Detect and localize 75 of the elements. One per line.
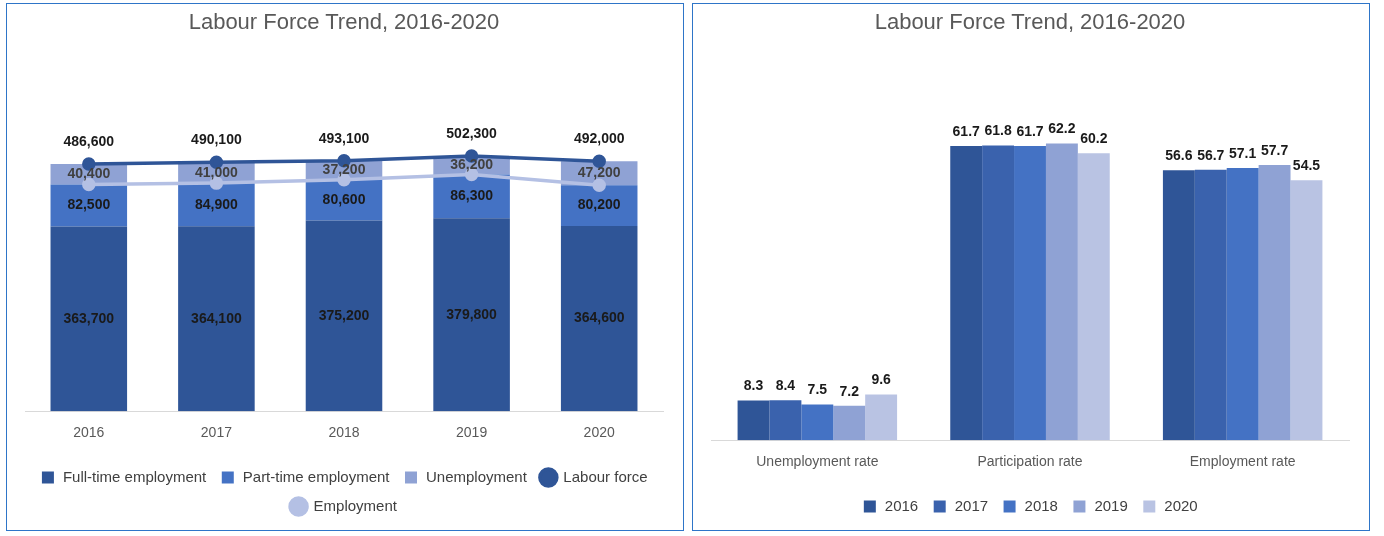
- data-label: 8.3: [743, 377, 764, 394]
- data-label: 364,600: [573, 309, 625, 326]
- data-label: 56.6: [1165, 147, 1193, 164]
- data-label: 86,300: [450, 187, 494, 204]
- data-label: 57.7: [1260, 141, 1289, 158]
- bar: [178, 226, 255, 412]
- legend-label: Unemployment: [425, 467, 528, 485]
- data-label: 363,700: [63, 309, 115, 326]
- legend-label: Part-time employment: [242, 467, 391, 485]
- x-tick-label: 2020: [583, 424, 615, 441]
- bar: [737, 400, 770, 441]
- chart-title: Labour Force Trend, 2016-2020: [874, 9, 1186, 35]
- data-label: 56.7: [1197, 146, 1225, 163]
- bar: [1226, 167, 1259, 441]
- data-label: 60.2: [1080, 129, 1108, 146]
- x-tick-label: 2017: [200, 424, 233, 441]
- x-tick-label: 2019: [456, 424, 488, 441]
- legend-label: Labour force: [563, 467, 648, 485]
- bar: [950, 145, 983, 441]
- data-label: 364,100: [191, 309, 242, 326]
- x-tick-label: 2018: [328, 424, 360, 441]
- data-label: 9.6: [871, 371, 892, 388]
- x-tick-label: Unemployment rate: [756, 453, 879, 470]
- data-label: 82,500: [67, 196, 111, 213]
- x-tick-label: Participation rate: [977, 453, 1083, 470]
- data-label: 84,900: [194, 195, 239, 212]
- bar: [1258, 165, 1291, 441]
- data-label: 492,000: [573, 130, 625, 147]
- bar: [1162, 170, 1195, 441]
- x-tick-label: Employment rate: [1189, 453, 1296, 470]
- legend-label: 2016: [884, 496, 919, 514]
- data-label: 61.8: [984, 122, 1012, 139]
- data-label: 80,200: [577, 196, 621, 213]
- data-label: 379,800: [446, 305, 498, 322]
- data-label: 37,200: [322, 161, 366, 178]
- data-label: 7.5: [807, 381, 828, 398]
- data-label: 375,200: [318, 306, 370, 323]
- data-label: 8.4: [775, 377, 796, 393]
- data-label: 61.7: [1016, 122, 1044, 139]
- bar: [801, 404, 834, 441]
- legend-label: Employment: [313, 496, 398, 514]
- data-label: 486,600: [63, 132, 115, 149]
- legend-label: 2019: [1094, 496, 1128, 514]
- data-label: 7.2: [839, 382, 860, 399]
- legend-label: 2017: [954, 496, 989, 514]
- bar: [769, 400, 802, 441]
- bar: [982, 145, 1015, 441]
- x-tick-label: 2016: [73, 424, 105, 441]
- data-label: 502,300: [446, 124, 498, 141]
- bar: [560, 225, 638, 412]
- data-label: 41,000: [194, 163, 239, 180]
- data-label: 47,200: [577, 164, 621, 181]
- legend-label: 2018: [1024, 496, 1058, 514]
- bar: [305, 220, 383, 412]
- bar: [1014, 145, 1046, 441]
- bar: [865, 394, 898, 441]
- data-label: 490,100: [191, 131, 242, 148]
- bar: [50, 226, 128, 412]
- bar: [1194, 169, 1227, 441]
- data-label: 40,400: [67, 165, 111, 182]
- data-label: 54.5: [1292, 157, 1321, 174]
- bar: [433, 218, 510, 412]
- bar: [833, 405, 866, 441]
- data-label: 80,600: [322, 190, 366, 207]
- legend-label: Full-time employment: [62, 467, 208, 485]
- data-label: 493,100: [318, 129, 370, 146]
- legend-label: 2020: [1164, 496, 1198, 514]
- data-label: 62.2: [1048, 120, 1076, 137]
- data-label: 57.1: [1229, 144, 1257, 161]
- data-label: 61.7: [952, 122, 981, 139]
- data-label: 36,200: [450, 156, 494, 173]
- bar: [1290, 180, 1323, 441]
- text: Labour Force Trend, 2016-2020: [188, 9, 500, 35]
- bar: [1077, 153, 1110, 441]
- bar: [1045, 143, 1078, 441]
